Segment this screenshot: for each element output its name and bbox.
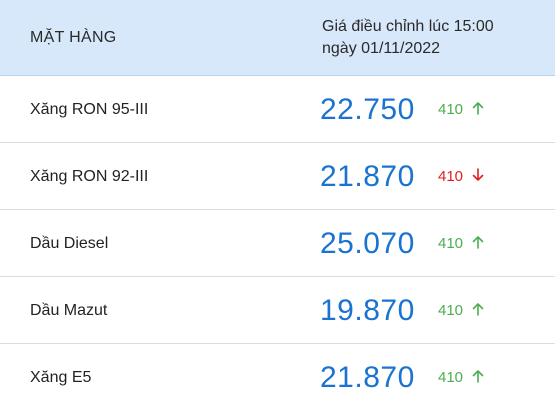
- price-header-line1: Giá điều chỉnh lúc 15:00: [322, 18, 494, 35]
- table-row: Dầu Mazut 19.870 410: [0, 277, 555, 344]
- change-value: 410: [438, 369, 464, 386]
- fuel-price: 25.070: [320, 227, 415, 260]
- fuel-name: Xăng E5: [30, 369, 92, 386]
- change-value: 410: [438, 302, 464, 319]
- arrow-up-icon: [472, 236, 484, 249]
- fuel-name: Xăng RON 92-III: [30, 168, 149, 185]
- fuel-price: 21.870: [320, 160, 415, 193]
- table-header: MẶT HÀNG Giá điều chỉnh lúc 15:00 ngày 0…: [0, 0, 555, 76]
- fuel-name: Xăng RON 95-III: [30, 101, 149, 118]
- column-header-item: MẶT HÀNG: [30, 29, 117, 46]
- change-value: 410: [438, 168, 464, 185]
- arrow-up-icon: [472, 370, 484, 383]
- price-change: 410: [438, 76, 485, 143]
- table-row: Dầu Diesel 25.070 410: [0, 210, 555, 277]
- fuel-name: Dầu Diesel: [30, 235, 109, 252]
- price-change: 410: [438, 344, 485, 411]
- price-change: 410: [438, 210, 485, 277]
- fuel-price: 19.870: [320, 294, 415, 327]
- change-value: 410: [438, 235, 464, 252]
- arrow-down-icon: [472, 168, 484, 181]
- fuel-name: Dầu Mazut: [30, 302, 108, 319]
- change-value: 410: [438, 101, 464, 118]
- table-row: Xăng RON 95-III 22.750 410: [0, 76, 555, 143]
- price-header-line2: ngày 01/11/2022: [322, 40, 441, 57]
- table-row: Xăng E5 21.870 410: [0, 344, 555, 411]
- fuel-price: 22.750: [320, 93, 415, 126]
- arrow-up-icon: [472, 102, 484, 115]
- fuel-price: 21.870: [320, 361, 415, 394]
- column-header-price: Giá điều chỉnh lúc 15:00 ngày 01/11/2022: [322, 16, 494, 60]
- price-change: 410: [438, 143, 485, 210]
- price-change: 410: [438, 277, 485, 344]
- table-row: Xăng RON 92-III 21.870 410: [0, 143, 555, 210]
- arrow-up-icon: [472, 303, 484, 316]
